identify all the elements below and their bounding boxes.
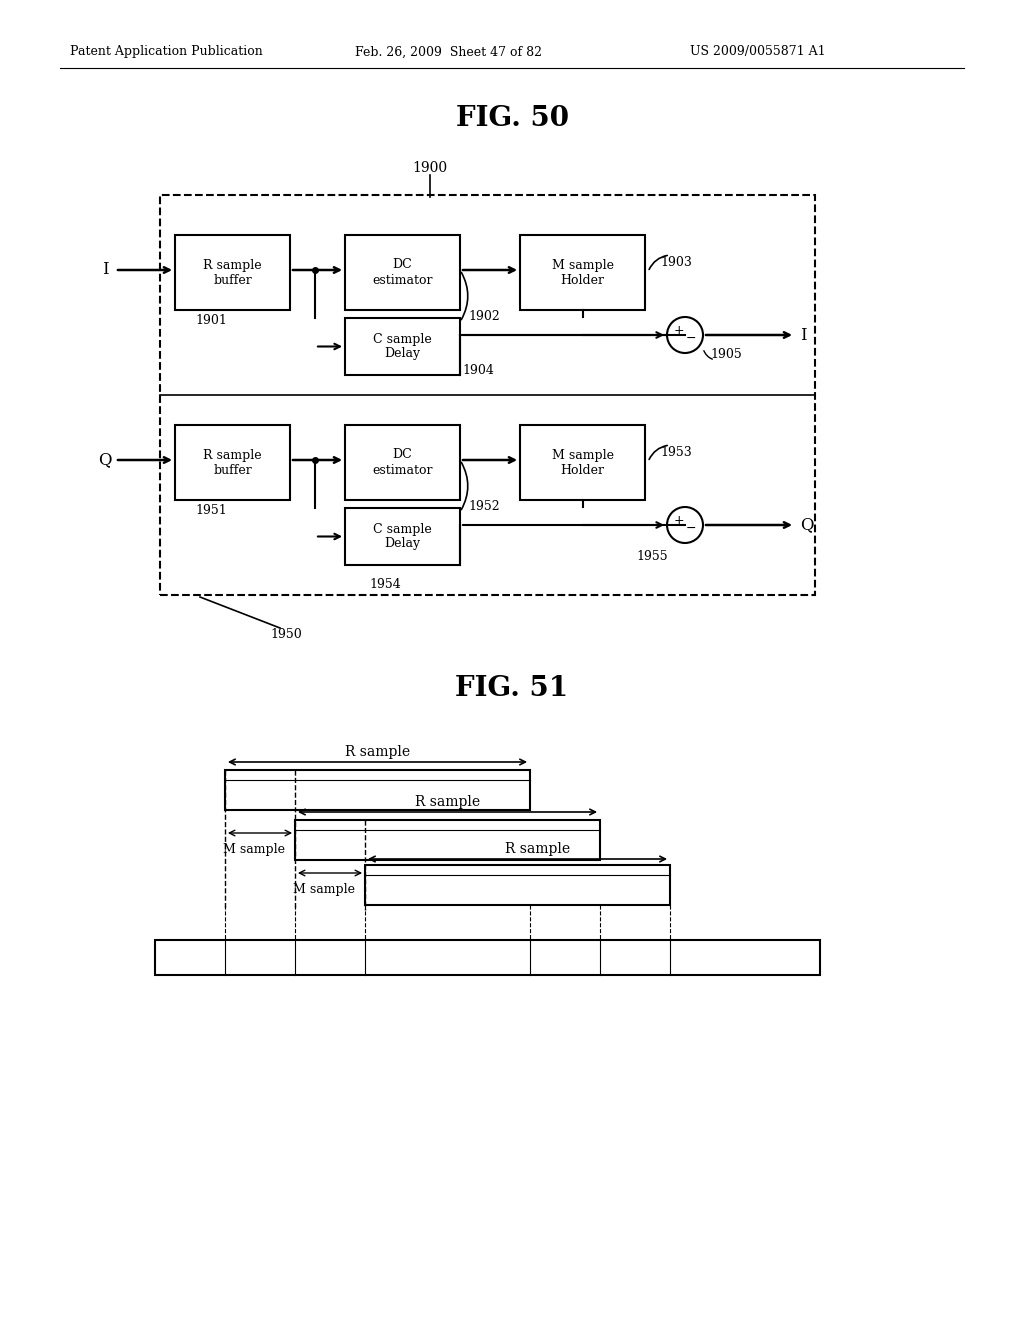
Bar xyxy=(345,318,460,375)
Text: C sample
Delay: C sample Delay xyxy=(373,333,432,360)
Text: Patent Application Publication: Patent Application Publication xyxy=(70,45,263,58)
Text: +: + xyxy=(674,323,684,337)
Text: R sample
buffer: R sample buffer xyxy=(203,259,262,286)
Text: 1952: 1952 xyxy=(468,499,500,512)
Text: DC
estimator: DC estimator xyxy=(373,259,433,286)
Text: 1950: 1950 xyxy=(270,628,302,642)
Text: −: − xyxy=(686,521,696,535)
Bar xyxy=(520,235,645,310)
Text: C sample
Delay: C sample Delay xyxy=(373,523,432,550)
Text: FIG. 51: FIG. 51 xyxy=(456,675,568,701)
Text: I: I xyxy=(800,326,807,343)
Text: R sample: R sample xyxy=(415,795,480,809)
Text: 1953: 1953 xyxy=(660,446,692,458)
Bar xyxy=(345,425,460,500)
Text: I: I xyxy=(101,261,109,279)
Text: DC
estimator: DC estimator xyxy=(373,449,433,477)
Text: 1902: 1902 xyxy=(468,309,500,322)
Text: M sample: M sample xyxy=(223,843,285,857)
Text: 1903: 1903 xyxy=(660,256,692,268)
Text: M sample: M sample xyxy=(293,883,355,896)
Bar xyxy=(225,770,530,810)
Bar xyxy=(520,425,645,500)
Bar xyxy=(175,235,290,310)
Text: 1951: 1951 xyxy=(195,503,226,516)
Bar xyxy=(155,940,820,975)
Text: 1954: 1954 xyxy=(369,578,400,590)
Text: 1904: 1904 xyxy=(462,363,494,376)
Bar xyxy=(345,235,460,310)
Bar xyxy=(295,820,600,861)
Text: R sample
buffer: R sample buffer xyxy=(203,449,262,477)
Text: 1955: 1955 xyxy=(636,549,668,562)
Text: R sample: R sample xyxy=(505,842,570,855)
Text: 1900: 1900 xyxy=(413,161,447,176)
Bar xyxy=(345,508,460,565)
Text: −: − xyxy=(686,331,696,345)
Text: Q: Q xyxy=(800,516,813,533)
Bar xyxy=(175,425,290,500)
Text: 1901: 1901 xyxy=(195,314,227,326)
Bar xyxy=(365,865,670,906)
Text: US 2009/0055871 A1: US 2009/0055871 A1 xyxy=(690,45,825,58)
Text: +: + xyxy=(674,513,684,527)
Text: M sample
Holder: M sample Holder xyxy=(552,449,613,477)
Text: 1905: 1905 xyxy=(710,348,741,362)
Text: Feb. 26, 2009  Sheet 47 of 82: Feb. 26, 2009 Sheet 47 of 82 xyxy=(355,45,542,58)
Text: M sample
Holder: M sample Holder xyxy=(552,259,613,286)
Text: R sample: R sample xyxy=(345,744,410,759)
Text: Q: Q xyxy=(98,451,112,469)
Text: FIG. 50: FIG. 50 xyxy=(456,104,568,132)
